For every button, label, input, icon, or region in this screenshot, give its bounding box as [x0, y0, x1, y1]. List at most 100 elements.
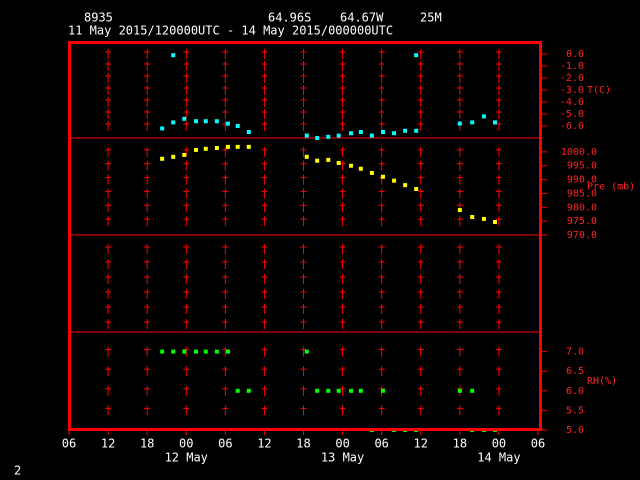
- station-id: 8935: [84, 11, 113, 25]
- data-point: [380, 130, 385, 134]
- data-point: [380, 388, 385, 393]
- y-tick-label: 0.0: [566, 49, 584, 60]
- data-point: [304, 133, 309, 138]
- x-tick-label: 06: [374, 437, 388, 451]
- data-point: [225, 349, 230, 354]
- y-tick-label: -6.0: [560, 121, 584, 132]
- data-point: [481, 114, 486, 119]
- data-point: [336, 133, 341, 138]
- plot-area: 06 12 18 00 06 12 18 00 06 12 18 00 06 12 May 13 May 14…: [62, 49, 635, 465]
- data-point: [481, 216, 486, 221]
- data-point: [470, 388, 475, 393]
- y-axis-label: RH(%): [587, 376, 617, 387]
- data-point: [203, 146, 208, 151]
- data-point: [235, 124, 240, 128]
- page-number: 2: [14, 464, 21, 478]
- x-tick-label: 18: [296, 437, 310, 451]
- y-tick-label: -2.0: [560, 73, 584, 84]
- data-point: [403, 128, 408, 133]
- x-tick-label: 12: [101, 437, 115, 451]
- y-tick-label: 5.0: [566, 425, 584, 436]
- x-tick-label: 12: [257, 437, 271, 451]
- data-point: [194, 349, 199, 354]
- data-point: [358, 166, 363, 171]
- data-point: [326, 157, 331, 162]
- data-point: [414, 53, 419, 58]
- y-tick-label: -4.0: [560, 97, 584, 108]
- data-point: [171, 154, 176, 159]
- y-tick-label: 970.0: [567, 230, 597, 241]
- data-point: [457, 208, 462, 213]
- data-point: [171, 349, 176, 354]
- data-point: [414, 186, 419, 191]
- longitude: 64.67W: [340, 11, 384, 25]
- data-point: [358, 388, 363, 393]
- y-tick-label: 1000.0: [561, 147, 597, 158]
- data-point: [493, 219, 498, 224]
- data-point: [225, 121, 230, 126]
- y-tick-label: 5.5: [566, 405, 584, 416]
- data-point: [457, 121, 462, 126]
- data-point: [315, 158, 320, 163]
- y-axis-label: T(C): [587, 85, 611, 96]
- data-point: [246, 388, 251, 393]
- data-point: [304, 154, 309, 159]
- y-tick-label: 990.0: [567, 175, 597, 186]
- data-point: [326, 388, 331, 393]
- y-axis-label: Pre (mb): [587, 182, 635, 193]
- y-tick-label: -5.0: [560, 109, 584, 120]
- data-point: [246, 144, 251, 149]
- data-point: [414, 128, 419, 133]
- y-tick-label: -3.0: [560, 85, 584, 96]
- x-tick-label: 06: [218, 437, 232, 451]
- data-point: [392, 178, 397, 183]
- data-point: [349, 131, 354, 136]
- frame: [68, 41, 542, 431]
- data-point: [182, 116, 187, 121]
- data-point: [392, 131, 397, 136]
- y-tick-label: 980.0: [567, 202, 597, 213]
- data-point: [194, 119, 199, 124]
- x-tick-label: 18: [140, 437, 154, 451]
- y-tick-label: -1.0: [560, 61, 584, 72]
- data-point: [315, 136, 320, 140]
- data-point: [493, 120, 498, 125]
- data-point: [349, 163, 354, 168]
- period: 11 May 2015/120000UTC - 14 May 2015/0000…: [68, 24, 393, 38]
- data-point: [369, 170, 374, 175]
- elevation: 25M: [420, 11, 442, 25]
- latitude: 64.96S: [268, 11, 311, 25]
- date-label: 14 May: [477, 451, 520, 465]
- date-label: 13 May: [321, 451, 364, 465]
- data-point: [403, 183, 408, 188]
- x-tick-label: 00: [179, 437, 193, 451]
- date-label: 12 May: [165, 451, 208, 465]
- x-tick-label: 00: [492, 437, 506, 451]
- y-tick-label: 7.0: [566, 347, 584, 358]
- data-point: [203, 349, 208, 354]
- y-tick-label: 6.5: [566, 366, 584, 377]
- data-point: [235, 388, 240, 393]
- data-point: [214, 145, 219, 150]
- data-point: [380, 174, 385, 179]
- data-point: [304, 349, 309, 354]
- data-point: [470, 214, 475, 219]
- y-tick-label: 975.0: [567, 216, 597, 227]
- data-point: [358, 130, 363, 134]
- data-point: [336, 160, 341, 165]
- data-point: [171, 120, 176, 125]
- data-point: [203, 119, 208, 124]
- data-point: [246, 130, 251, 134]
- x-tick-label: 12: [414, 437, 428, 451]
- data-point: [369, 133, 374, 138]
- data-point: [160, 126, 165, 131]
- data-point: [171, 53, 176, 58]
- y-tick-label: 985.0: [567, 188, 597, 199]
- data-point: [336, 388, 341, 393]
- data-point: [214, 119, 219, 124]
- data-point: [214, 349, 219, 354]
- x-tick-label: 06: [531, 437, 545, 451]
- y-tick-label: 6.0: [566, 386, 584, 397]
- data-point: [182, 152, 187, 157]
